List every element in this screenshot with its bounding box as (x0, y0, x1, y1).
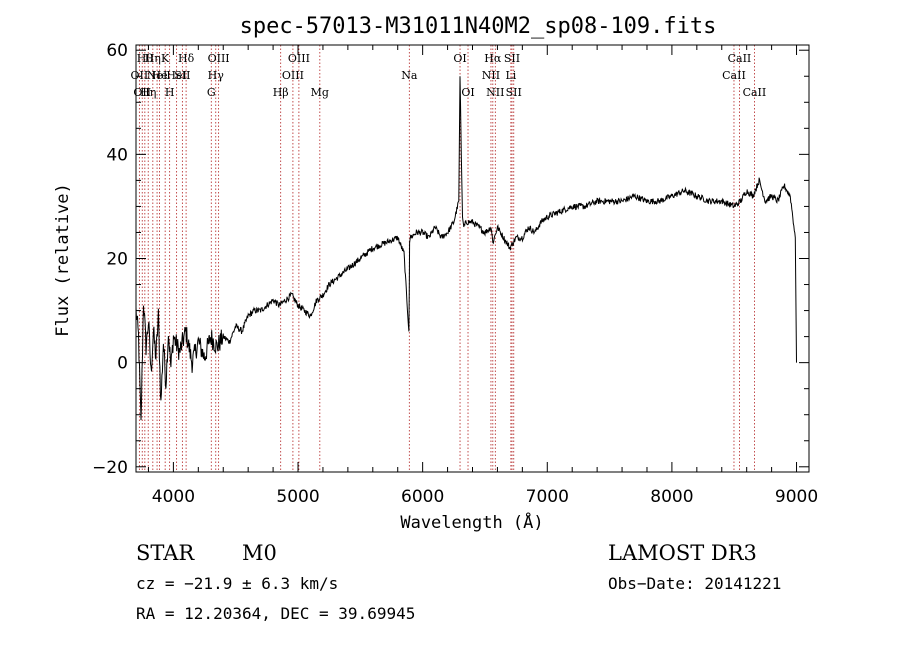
line-label-3: Hη (140, 86, 156, 99)
line-label-10: SII (174, 69, 190, 82)
y-tick-label-2: 20 (106, 250, 128, 270)
object-class: STAR (136, 541, 195, 565)
line-label-28: CaII (722, 69, 746, 82)
line-label-17: OIII (288, 52, 310, 65)
line-label-26: SII (504, 52, 520, 65)
y-tick-label-3: 0 (117, 354, 128, 374)
redshift-cz: cz = −21.9 ± 6.3 km/s (136, 574, 338, 593)
line-label-13: Hγ (208, 69, 225, 82)
line-label-20: OI (453, 52, 466, 65)
x-tick-label-5: 9000 (775, 487, 818, 507)
line-label-2: Hθ (137, 52, 154, 65)
x-tick-label-2: 6000 (401, 487, 444, 507)
line-label-5: NeI (147, 69, 167, 82)
line-label-16: OIII (282, 69, 304, 82)
y-axis-ticks: 60 40 20 0 −20 (92, 41, 809, 478)
x-tick-label-1: 5000 (276, 487, 319, 507)
plot-frame (135, 44, 810, 473)
line-label-12: G (207, 86, 216, 99)
y-tick-label-0: 60 (106, 41, 128, 61)
line-label-27: SII (506, 86, 522, 99)
line-label-29: CaII (728, 52, 752, 65)
line-label-0: OII (131, 69, 149, 82)
line-label-21: OI (461, 86, 474, 99)
object-subclass: M0 (242, 541, 277, 565)
line-label-7: K (161, 52, 170, 65)
line-label-14: OIII (208, 52, 230, 65)
x-tick-label-3: 7000 (526, 487, 569, 507)
coordinates: RA = 12.20364, DEC = 39.69945 (136, 604, 415, 623)
line-label-22: NII (482, 69, 500, 82)
spectral-line-markers (138, 45, 755, 472)
survey-name: LAMOST DR3 (608, 541, 757, 565)
line-label-18: Mg (311, 86, 329, 99)
line-label-25: Li (505, 69, 516, 82)
line-label-23: Hα (484, 52, 502, 65)
line-label-11: Hδ (178, 52, 195, 65)
spectral-line-labels: OIIOIIHθHηHηNeIHeKHHeISIIHδGHγOIIIHβOIII… (131, 52, 767, 99)
x-axis-ticks: 4000 5000 6000 7000 8000 9000 (147, 45, 818, 507)
line-label-19: Na (401, 69, 418, 82)
line-label-6: He (152, 69, 168, 82)
line-label-9: HeI (166, 69, 186, 82)
chart-title: spec-57013-M31011N40M2_sp08-109.fits (240, 14, 717, 39)
line-label-1: OII (133, 86, 151, 99)
series-line-0 (135, 76, 797, 421)
x-tick-label-4: 8000 (650, 487, 693, 507)
observation-date: Obs−Date: 20141221 (608, 574, 781, 593)
line-label-24: NII (486, 86, 504, 99)
line-label-15: Hβ (273, 86, 289, 99)
line-label-4: Hη (145, 52, 161, 65)
line-label-30: CaII (743, 86, 767, 99)
line-label-8: H (165, 86, 175, 99)
y-tick-label-1: 40 (106, 145, 128, 165)
flux-series (135, 76, 797, 421)
y-axis-label: Flux (relative) (53, 183, 73, 337)
y-tick-label-4: −20 (92, 458, 128, 478)
x-axis-label: Wavelength (Å) (400, 511, 543, 533)
x-tick-label-0: 4000 (152, 487, 195, 507)
